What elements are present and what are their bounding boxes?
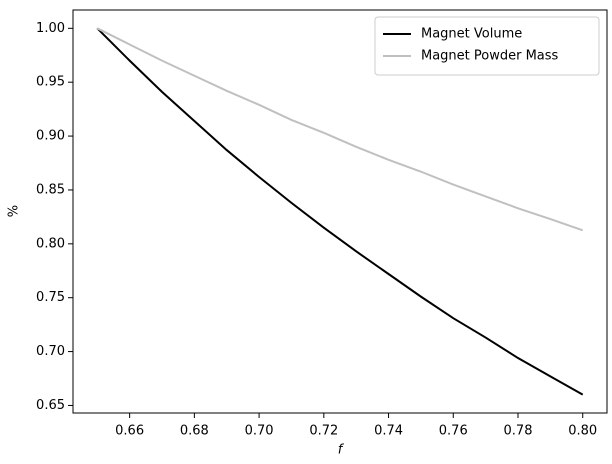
x-tick-label: 0.68 (180, 424, 209, 439)
y-tick-label: 0.90 (36, 129, 65, 144)
x-tick-label: 0.66 (115, 424, 144, 439)
y-tick-label: 0.70 (36, 344, 65, 359)
legend-label: Magnet Powder Mass (421, 49, 559, 64)
series-line (96, 27, 584, 396)
x-tick-label: 0.72 (309, 424, 338, 439)
y-tick-label: 0.75 (36, 290, 65, 305)
x-tick-label: 0.78 (504, 424, 533, 439)
y-tick-label: 1.00 (36, 21, 65, 36)
plot-frame (72, 9, 608, 414)
y-tick-label: 0.65 (36, 398, 65, 413)
x-tick-label: 0.76 (439, 424, 468, 439)
series-line (96, 27, 584, 232)
y-axis-label: % (7, 205, 22, 217)
y-tick-label: 0.85 (36, 182, 65, 197)
x-axis-label: f (338, 443, 345, 458)
y-tick-label: 0.95 (36, 75, 65, 90)
legend-label: Magnet Volume (421, 27, 522, 42)
x-tick-label: 0.80 (568, 424, 597, 439)
x-tick-label: 0.74 (374, 424, 403, 439)
x-tick-label: 0.70 (245, 424, 274, 439)
legend-box (374, 16, 600, 76)
y-tick-label: 0.80 (36, 236, 65, 251)
